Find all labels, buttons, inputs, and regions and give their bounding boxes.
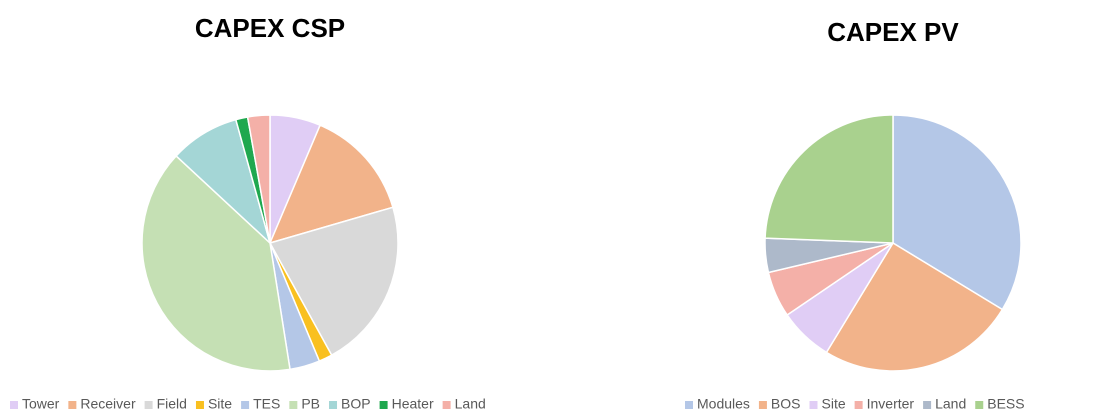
legend-swatch: [289, 401, 298, 409]
legend-label: Inverter: [867, 396, 915, 412]
legend-label: Tower: [22, 396, 60, 412]
legend-swatch: [758, 401, 767, 409]
legend-label: Receiver: [80, 396, 136, 412]
legend-swatch: [195, 401, 204, 409]
legend-label: Land: [455, 396, 486, 412]
legend-label: PB: [301, 396, 320, 412]
legend-label: BOS: [771, 396, 801, 412]
pie-slice: [892, 114, 1022, 311]
legend-label: Land: [935, 396, 966, 412]
legend-swatch: [379, 401, 388, 409]
legend-label: TES: [253, 396, 280, 412]
legend-swatch: [68, 401, 77, 409]
legend-swatch: [923, 401, 932, 409]
legend-label: Field: [157, 396, 187, 412]
chart-title: CAPEX CSP: [195, 13, 345, 43]
legend-label: BESS: [987, 396, 1024, 412]
legend-swatch: [685, 401, 693, 409]
legend-label: BOP: [341, 396, 371, 412]
pie-slice: [825, 241, 1004, 372]
legend-swatch: [975, 401, 984, 409]
pie-slice: [764, 114, 894, 244]
chart-title: CAPEX PV: [827, 17, 959, 47]
legend-swatch: [241, 401, 250, 409]
legend-label: Modules: [697, 396, 750, 412]
legend-label: Site: [822, 396, 846, 412]
legend-swatch: [329, 401, 338, 409]
pie-slice: [246, 114, 271, 244]
pie-slice: [268, 124, 394, 245]
legend-label: Site: [208, 396, 232, 412]
pie-slice: [268, 206, 399, 357]
legend-swatch: [10, 401, 18, 409]
pie-slice: [141, 154, 291, 372]
legend-swatch: [854, 401, 863, 409]
legend-swatch: [442, 401, 451, 409]
legend-swatch: [144, 401, 153, 409]
legend-swatch: [809, 401, 818, 409]
legend-label: Heater: [392, 396, 434, 412]
